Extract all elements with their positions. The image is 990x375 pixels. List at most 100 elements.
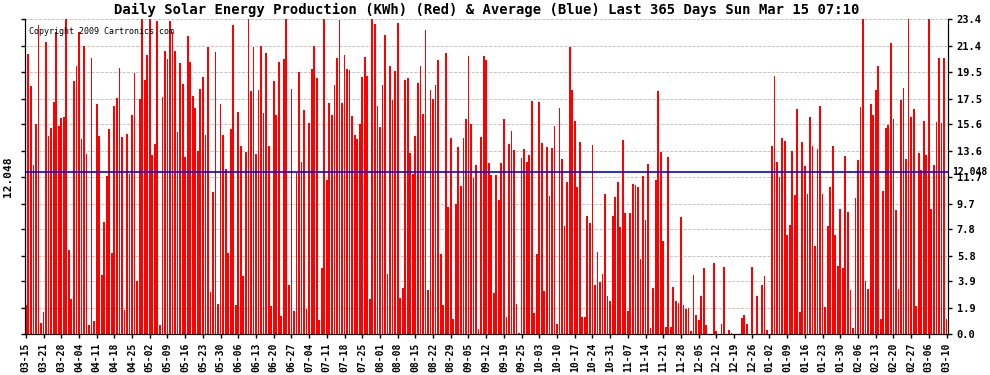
Bar [202, 78, 204, 334]
Bar [931, 209, 933, 334]
Bar [248, 20, 249, 334]
Bar [541, 143, 543, 334]
Bar [189, 63, 191, 334]
Bar [576, 187, 578, 334]
Bar [422, 114, 424, 334]
Bar [882, 190, 884, 334]
Bar [627, 312, 629, 334]
Bar [28, 54, 30, 334]
Bar [334, 86, 336, 334]
Bar [812, 147, 814, 334]
Bar [420, 66, 422, 334]
Bar [847, 211, 848, 334]
Bar [205, 135, 206, 334]
Bar [586, 216, 588, 334]
Text: Copyright 2009 Cartronics.com: Copyright 2009 Cartronics.com [29, 27, 174, 36]
Bar [766, 330, 768, 334]
Bar [182, 84, 183, 334]
Bar [33, 165, 35, 334]
Bar [344, 55, 346, 334]
Bar [743, 315, 745, 334]
Bar [620, 227, 621, 334]
Bar [503, 119, 505, 334]
Bar [615, 197, 616, 334]
Bar [80, 140, 82, 334]
Bar [177, 132, 178, 334]
Bar [665, 327, 666, 334]
Bar [96, 104, 98, 334]
Bar [594, 285, 596, 334]
Bar [693, 275, 695, 334]
Bar [857, 160, 859, 334]
Bar [483, 56, 484, 334]
Bar [822, 194, 824, 334]
Bar [48, 136, 50, 334]
Bar [171, 32, 173, 334]
Bar [169, 21, 171, 334]
Bar [556, 324, 558, 334]
Bar [142, 20, 144, 334]
Bar [832, 146, 834, 334]
Bar [465, 118, 467, 334]
Bar [862, 20, 864, 334]
Bar [750, 267, 752, 334]
Bar [574, 120, 575, 334]
Bar [462, 138, 464, 334]
Bar [161, 97, 163, 334]
Bar [467, 56, 469, 334]
Bar [103, 222, 105, 334]
Bar [472, 178, 474, 334]
Bar [267, 146, 269, 334]
Bar [134, 73, 136, 334]
Bar [877, 66, 879, 334]
Bar [652, 288, 654, 334]
Bar [776, 162, 778, 334]
Bar [348, 70, 350, 334]
Bar [918, 153, 920, 334]
Bar [273, 81, 274, 334]
Bar [57, 126, 59, 334]
Bar [849, 290, 851, 334]
Bar [644, 220, 646, 334]
Bar [121, 137, 123, 334]
Bar [109, 129, 110, 334]
Bar [457, 147, 459, 334]
Bar [376, 106, 378, 334]
Bar [455, 204, 456, 334]
Bar [275, 115, 277, 334]
Bar [916, 306, 917, 334]
Bar [435, 85, 437, 334]
Bar [86, 153, 87, 334]
Bar [288, 285, 290, 334]
Bar [773, 76, 775, 334]
Bar [184, 157, 186, 334]
Bar [695, 315, 697, 334]
Bar [589, 222, 591, 334]
Bar [70, 299, 72, 334]
Bar [940, 123, 942, 334]
Bar [222, 135, 224, 334]
Bar [371, 20, 373, 334]
Bar [698, 320, 700, 334]
Bar [440, 254, 442, 334]
Bar [233, 25, 235, 334]
Bar [43, 312, 45, 334]
Bar [397, 22, 399, 334]
Bar [243, 276, 245, 334]
Bar [864, 281, 866, 334]
Bar [252, 47, 254, 334]
Bar [443, 305, 445, 334]
Bar [139, 99, 141, 334]
Bar [895, 210, 897, 334]
Bar [607, 296, 609, 334]
Bar [298, 72, 300, 334]
Bar [493, 293, 495, 334]
Bar [544, 291, 545, 334]
Bar [257, 90, 259, 334]
Bar [807, 194, 808, 334]
Bar [926, 154, 928, 334]
Bar [893, 119, 894, 334]
Bar [329, 103, 331, 334]
Bar [913, 109, 915, 334]
Bar [539, 102, 541, 334]
